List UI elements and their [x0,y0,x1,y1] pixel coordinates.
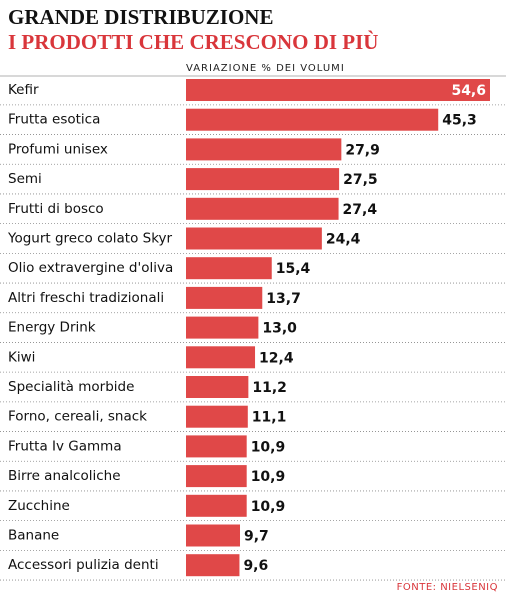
bar [186,554,240,577]
value-label: 45,3 [442,113,477,129]
bar [186,376,249,398]
value-label: 24,4 [326,232,361,248]
category-label: Semi [8,171,42,187]
bar [186,435,247,458]
category-label: Frutta esotica [8,112,100,128]
category-label: Birre analcoliche [8,468,121,484]
bar [186,257,272,280]
bar [186,346,256,369]
bar [186,197,339,220]
value-label: 27,9 [345,142,380,158]
value-label: 11,2 [252,380,287,396]
value-label: 15,4 [276,261,311,277]
bar [186,79,490,101]
bar [186,405,248,428]
category-label: Frutti di bosco [8,201,104,217]
category-label: Olio extravergine d'oliva [8,260,173,276]
value-label: 54,6 [451,83,486,99]
category-label: Specialità morbide [8,379,134,395]
category-label: Forno, cereali, snack [8,409,147,425]
value-label: 27,5 [343,172,378,188]
value-label: 12,4 [259,350,294,366]
category-label: Banane [8,528,59,544]
bar [186,316,259,339]
value-label: 11,1 [252,410,287,426]
value-label: 13,0 [262,321,297,337]
category-label: Energy Drink [8,320,96,336]
value-label: 9,6 [243,558,268,574]
chart-title: GRANDE DISTRIBUZIONE [8,5,273,29]
value-label: 10,9 [251,439,286,455]
bar [186,465,247,488]
bar [186,138,342,161]
category-label: Kefir [8,82,39,98]
category-label: Frutta Iv Gamma [8,438,122,454]
value-label: 10,9 [251,469,286,485]
category-label: Zucchine [8,498,70,514]
category-label: Altri freschi tradizionali [8,290,164,306]
category-label: Accessori pulizia denti [8,557,159,573]
bar [186,108,439,131]
bar [186,227,322,250]
axis-label: VARIAZIONE % DEI VOLUMI [186,63,345,74]
bar [186,494,247,517]
bar [186,286,263,309]
bar [186,168,340,191]
value-label: 13,7 [266,291,301,307]
source: FONTE: NIELSENIQ [397,582,498,593]
value-label: 10,9 [251,499,286,515]
category-label: Profumi unisex [8,141,108,157]
value-label: 9,7 [244,529,269,545]
category-label: Kiwi [8,349,35,365]
bar [186,524,241,547]
chart-subtitle: I PRODOTTI CHE CRESCONO DI PIÙ [8,30,378,54]
category-label: Yogurt greco colato Skyr [7,231,173,247]
value-label: 27,4 [343,202,378,218]
